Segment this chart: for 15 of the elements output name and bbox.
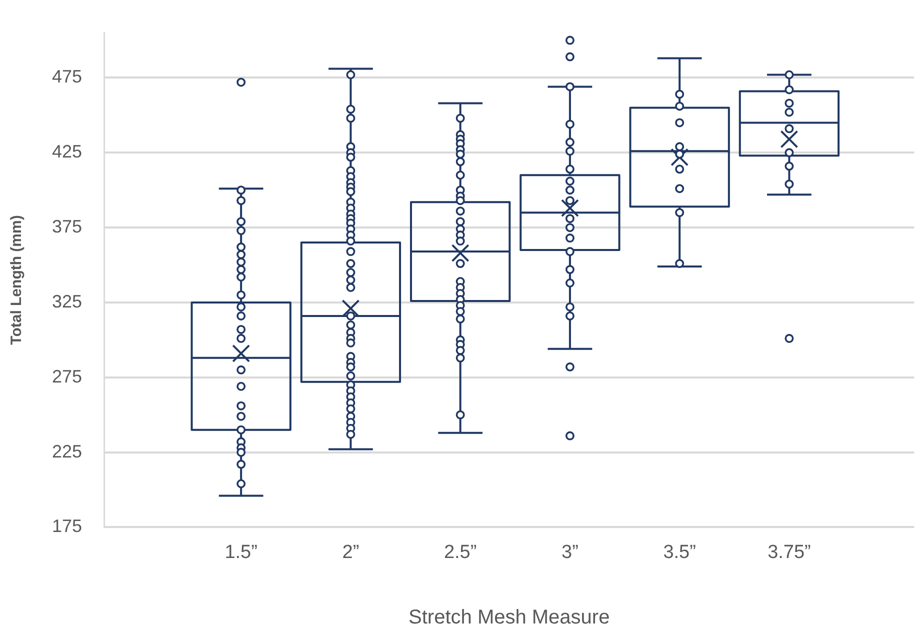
x-tick-label: 3” bbox=[562, 542, 578, 563]
y-tick-label: 375 bbox=[52, 216, 82, 237]
y-tick-label: 325 bbox=[52, 291, 82, 312]
y-tick-label: 425 bbox=[52, 142, 82, 162]
y-tick-label: 225 bbox=[52, 441, 82, 462]
x-axis-title: Stretch Mesh Measure bbox=[408, 606, 610, 629]
y-tick-label: 175 bbox=[52, 516, 82, 536]
y-tick-label: 475 bbox=[52, 66, 82, 87]
x-tick-label: 2” bbox=[342, 542, 360, 563]
x-tick-label: 2.5” bbox=[444, 542, 477, 563]
y-axis-title: Total Length (mm) bbox=[8, 215, 26, 345]
x-tick-label: 3.75” bbox=[768, 542, 811, 563]
y-tick-label: 275 bbox=[52, 366, 82, 386]
x-tick-label: 3.5” bbox=[663, 542, 696, 563]
x-tick-label: 1.5” bbox=[224, 542, 258, 563]
